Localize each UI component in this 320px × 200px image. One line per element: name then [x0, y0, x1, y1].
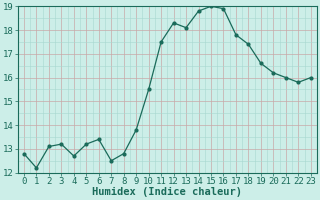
X-axis label: Humidex (Indice chaleur): Humidex (Indice chaleur)	[92, 187, 242, 197]
